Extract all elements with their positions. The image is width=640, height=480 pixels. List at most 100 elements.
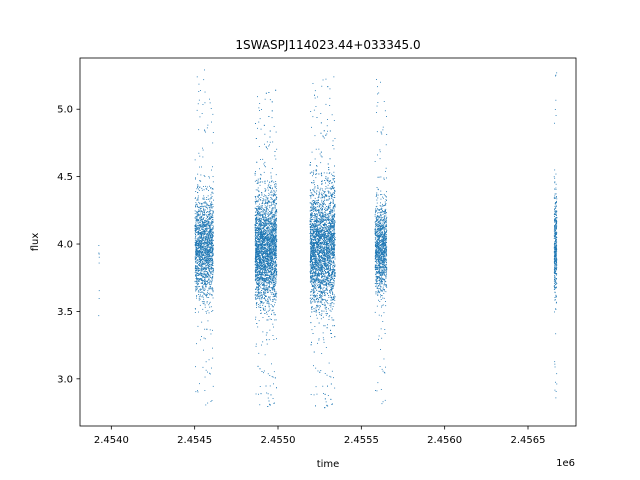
data-point [203,208,205,210]
data-point [268,266,270,267]
data-point [208,255,210,257]
data-point [206,267,207,269]
data-point [273,221,275,222]
data-point [205,242,207,243]
data-point [202,243,204,245]
data-point [266,207,268,209]
data-point [272,263,274,265]
data-point [197,251,199,253]
data-point [264,220,266,222]
data-point [263,372,264,374]
data-point [270,292,272,293]
data-point [98,290,100,292]
data-point [267,301,268,303]
data-point [209,247,211,249]
data-point [264,238,266,240]
data-point [196,250,197,251]
data-point [207,252,208,254]
data-point [201,218,202,220]
data-point [196,265,198,267]
data-point [272,254,274,256]
data-point [269,186,270,188]
data-point [261,288,263,289]
data-point [211,217,213,218]
data-point [209,213,211,215]
data-point [198,280,200,281]
data-point [275,242,277,244]
data-point [196,240,198,242]
data-point [264,98,266,100]
data-point [201,247,203,249]
data-point [197,198,199,200]
data-point [268,221,270,223]
data-point [255,291,256,293]
data-point [264,354,266,356]
data-point [210,218,211,219]
data-point [208,236,210,238]
data-point [266,197,268,199]
data-point [195,191,197,192]
data-point [262,252,264,253]
data-point [195,223,196,225]
data-point [258,267,260,269]
data-point [208,205,209,206]
data-point [256,260,258,262]
data-point [273,249,275,250]
data-point [255,245,257,247]
data-point [275,238,277,240]
data-point [276,224,277,226]
data-point [256,200,258,202]
data-point [208,246,209,248]
data-point [259,229,261,231]
data-point [207,220,209,222]
data-point [198,294,199,295]
data-point [273,247,275,249]
data-point [199,273,201,275]
data-point [255,318,256,320]
data-point [256,248,258,250]
data-point [263,226,265,227]
data-point [270,245,272,247]
data-point [201,251,202,253]
data-point [208,212,210,214]
data-point [200,261,201,263]
data-point [207,290,209,292]
data-point [276,338,277,340]
data-point [262,341,264,343]
data-point [264,161,266,163]
data-point [206,297,208,298]
data-point [275,202,277,204]
data-point [275,276,277,278]
data-point [209,255,211,257]
data-point [266,141,268,143]
data-point [201,238,203,240]
data-point [272,335,274,336]
data-point [207,235,209,237]
data-point [275,213,277,215]
data-point [273,243,275,245]
data-point [204,102,206,104]
data-point [259,231,261,233]
data-point [269,265,271,266]
data-point [195,232,197,233]
data-point [258,260,260,261]
data-point [262,278,263,280]
data-point [272,212,273,214]
data-point [257,200,259,202]
data-point [209,200,211,202]
data-point [211,281,213,282]
data-point [264,233,266,235]
data-point [263,291,265,293]
data-point [264,263,266,265]
data-point [257,259,259,261]
data-point [259,279,260,280]
data-point [208,261,210,262]
data-point [194,259,196,261]
data-point [203,257,205,259]
data-point [200,259,202,261]
data-point [256,237,258,239]
data-point [200,240,202,242]
data-point [204,270,205,272]
data-point [268,231,270,233]
data-point [194,225,196,226]
